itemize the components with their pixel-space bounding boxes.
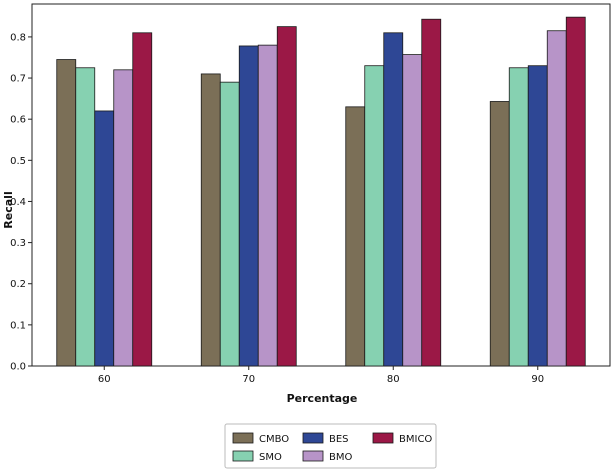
bar-bmico-80 (421, 18, 442, 367)
x-tick-label: 80 (387, 374, 400, 385)
x-tick-label: 70 (242, 374, 255, 385)
bar-cmbo-90 (489, 101, 510, 367)
bar-cmbo-70 (200, 73, 221, 367)
legend-label-cmbo: CMBO (259, 434, 289, 445)
bar-bes-90 (527, 65, 548, 367)
bar-smo-90 (508, 67, 529, 367)
bar-smo-60 (75, 67, 96, 367)
legend-swatch-cmbo (232, 432, 254, 444)
legend-label-smo: SMO (259, 452, 282, 463)
y-tick-label: 0.6 (10, 115, 26, 126)
y-tick-label: 0.2 (10, 279, 26, 290)
plot-frame (31, 3, 611, 367)
x-tick-label: 60 (98, 374, 111, 385)
bar-bes-60 (94, 110, 115, 367)
y-tick-label: 0.3 (10, 238, 26, 249)
plot-area: 0.0 0.1 0.2 0.3 0.4 0.5 0.6 0.7 0.8 60 70 80 90 (10, 3, 611, 385)
legend-swatch-bmo (302, 450, 324, 462)
y-axis-label: Recall (2, 191, 15, 228)
bar-smo-70 (219, 81, 240, 367)
y-tick-label: 0.7 (10, 74, 26, 85)
y-tick-label: 0.4 (10, 197, 26, 208)
y-tick-label: 0.5 (10, 156, 26, 167)
bar-bmico-70 (276, 26, 297, 367)
bar-bmo-80 (402, 54, 423, 367)
y-tick-label: 0.0 (10, 362, 26, 373)
legend-swatch-smo (232, 450, 254, 462)
bar-bes-70 (238, 45, 259, 367)
bar-smo-80 (364, 65, 385, 367)
bar-cmbo-60 (56, 59, 77, 367)
legend-label-bmo: BMO (329, 452, 352, 463)
y-tick-label: 0.1 (10, 320, 26, 331)
x-tick-label: 90 (531, 374, 544, 385)
bar-bmico-90 (565, 16, 586, 367)
bar-bmico-60 (132, 32, 153, 367)
bar-bmo-90 (546, 30, 567, 367)
bar-bmo-60 (113, 69, 134, 367)
legend-label-bes: BES (329, 434, 349, 445)
x-axis-label: Percentage (287, 392, 358, 405)
legend-swatch-bes (302, 432, 324, 444)
bar-cmbo-80 (345, 106, 366, 367)
legend-swatch-bmico (372, 432, 394, 444)
legend-label-bmico: BMICO (399, 434, 432, 445)
bar-bmo-70 (257, 44, 278, 367)
legend: CMBO BES BMICO SMO BMO (224, 423, 437, 469)
y-tick-label: 0.8 (10, 32, 26, 43)
bar-bes-80 (383, 32, 404, 367)
